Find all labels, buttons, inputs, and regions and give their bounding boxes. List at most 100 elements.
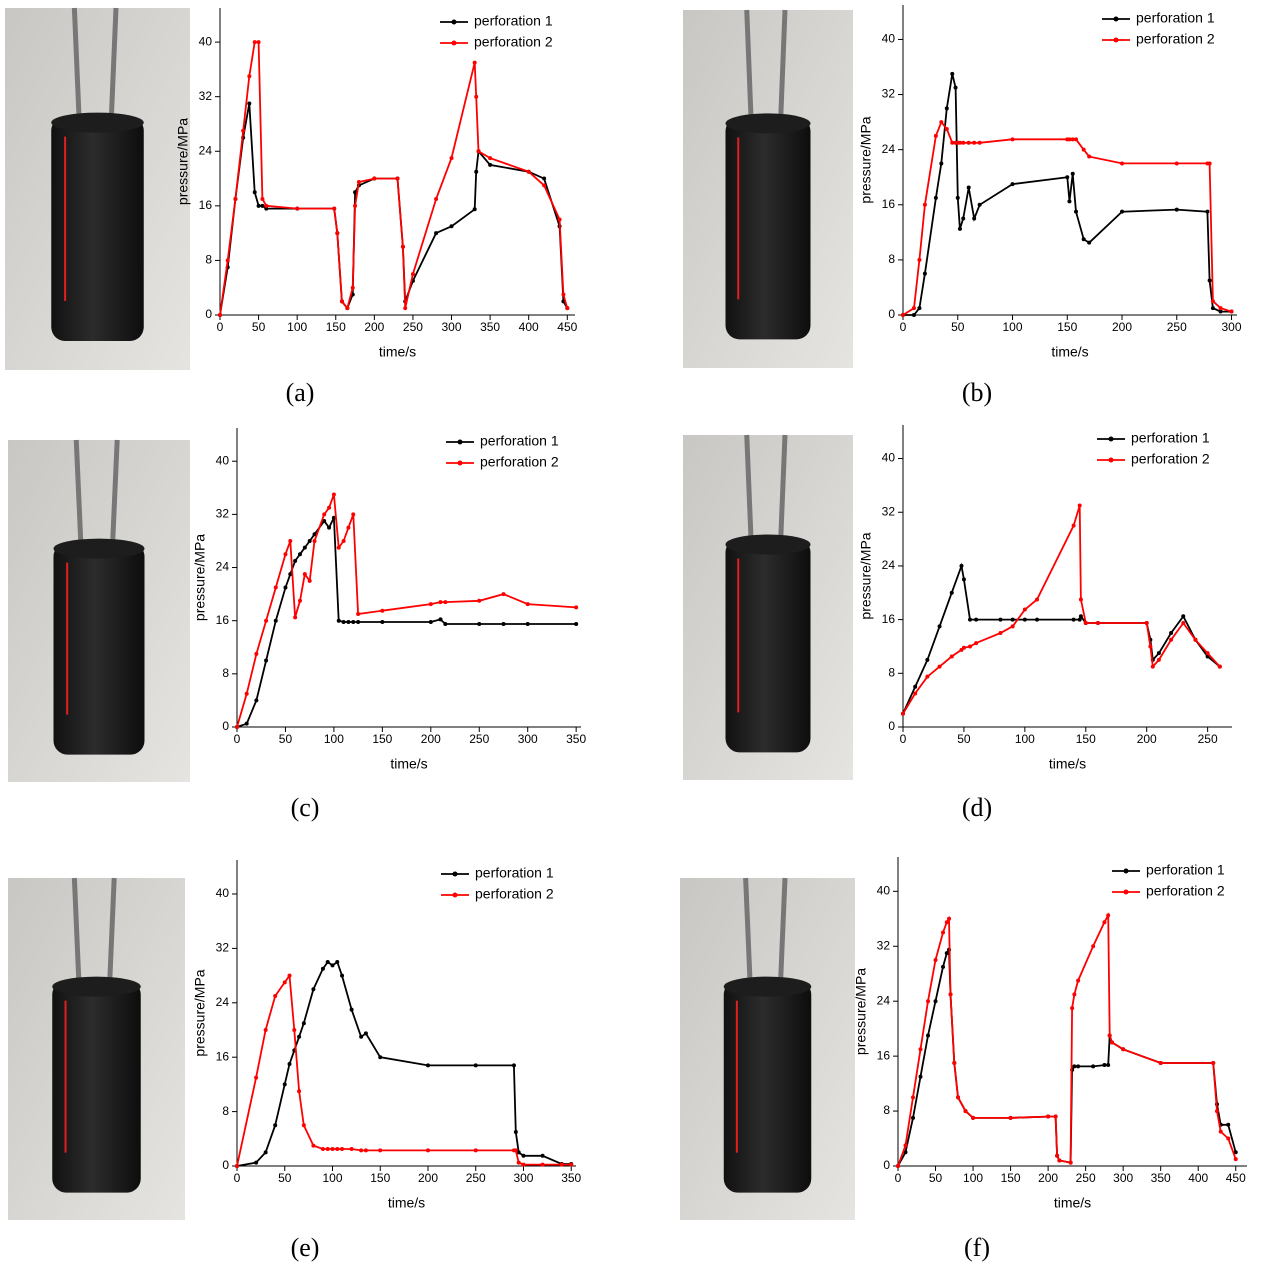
data-point — [380, 608, 385, 613]
photo-cylinder — [52, 980, 141, 1193]
data-point — [966, 140, 971, 145]
x-tick-label: 200 — [421, 732, 441, 746]
photo-rod — [108, 7, 119, 117]
data-point — [1068, 1160, 1073, 1165]
data-point — [1053, 1114, 1058, 1119]
data-point — [1070, 171, 1075, 176]
data-point — [1205, 651, 1210, 656]
data-point — [1169, 631, 1174, 636]
data-point — [542, 176, 547, 181]
data-point — [403, 306, 408, 311]
data-point — [1081, 147, 1086, 152]
y-axis-label: pressure/MPa — [192, 534, 208, 621]
data-point — [260, 197, 265, 202]
x-tick-label: 350 — [566, 732, 586, 746]
data-point — [1144, 620, 1149, 625]
data-point — [1169, 637, 1174, 642]
data-point — [477, 622, 482, 627]
data-point — [972, 140, 977, 145]
data-point — [952, 1061, 957, 1065]
data-line — [236, 494, 577, 728]
data-point — [1211, 1061, 1216, 1065]
legend-label: perforation 2 — [1136, 31, 1215, 47]
data-point — [1174, 161, 1179, 166]
data-point — [1067, 199, 1072, 204]
data-point — [1156, 657, 1161, 662]
y-tick-label: 8 — [888, 665, 895, 679]
data-point — [1070, 1006, 1075, 1011]
data-point — [1067, 137, 1072, 142]
y-tick-label: 40 — [199, 34, 213, 48]
data-point — [513, 1148, 518, 1153]
y-tick-label: 8 — [222, 1104, 229, 1118]
x-tick-label: 0 — [217, 320, 224, 334]
data-point — [428, 602, 433, 607]
x-tick-label: 400 — [519, 320, 539, 334]
data-point — [378, 1148, 383, 1153]
data-point — [961, 140, 966, 145]
data-point — [959, 563, 964, 568]
data-point — [244, 721, 249, 726]
x-tick-label: 150 — [1076, 732, 1096, 746]
x-tick-label: 150 — [370, 1171, 390, 1185]
data-point — [968, 617, 973, 622]
data-point — [911, 306, 916, 311]
y-tick-label: 0 — [222, 719, 229, 733]
data-point — [1010, 624, 1015, 629]
data-line — [236, 517, 577, 728]
data-point — [477, 598, 482, 603]
data-point — [1072, 1064, 1077, 1069]
data-point — [937, 664, 942, 669]
data-point — [363, 1148, 368, 1153]
data-point — [1181, 614, 1186, 619]
x-axis-label: time/s — [390, 756, 427, 772]
data-point — [903, 1150, 908, 1155]
data-point — [947, 916, 952, 921]
data-point — [247, 74, 252, 79]
x-tick-label: 50 — [252, 320, 266, 334]
data-point — [225, 258, 230, 263]
data-line — [236, 960, 572, 1167]
x-tick-label: 300 — [1222, 320, 1242, 334]
data-point — [1233, 1157, 1238, 1162]
data-point — [252, 40, 257, 45]
data-point — [526, 169, 531, 174]
data-point — [1065, 175, 1070, 180]
data-point — [525, 622, 530, 627]
x-axis-label: time/s — [1054, 1195, 1091, 1211]
data-point — [325, 960, 330, 964]
data-point — [301, 1021, 306, 1026]
data-point — [1035, 617, 1040, 622]
data-point — [218, 313, 222, 317]
photo-cylinder-top — [725, 113, 811, 134]
data-point — [1077, 617, 1082, 622]
x-tick-label: 100 — [963, 1171, 983, 1185]
data-point — [254, 651, 259, 656]
y-tick-label: 24 — [216, 560, 230, 574]
x-axis-label: time/s — [1049, 756, 1086, 772]
legend-label: perforation 2 — [1146, 883, 1225, 899]
data-point — [428, 620, 433, 625]
x-tick-label: 450 — [557, 320, 577, 334]
data-point — [335, 1147, 340, 1151]
data-point — [917, 257, 922, 262]
data-point — [1150, 664, 1155, 669]
data-point — [325, 1147, 330, 1151]
legend-label: perforation 2 — [475, 886, 554, 902]
data-point — [1109, 1040, 1114, 1045]
data-point — [901, 313, 905, 317]
photo-cylinder-top — [51, 112, 144, 133]
data-point — [971, 1115, 976, 1120]
data-point — [1077, 503, 1082, 508]
data-point — [443, 622, 448, 627]
data-point — [977, 140, 982, 145]
y-tick-label: 8 — [205, 253, 212, 267]
data-point — [356, 179, 361, 184]
y-tick-label: 24 — [877, 993, 891, 1007]
y-tick-label: 40 — [877, 884, 891, 898]
y-tick-label: 32 — [882, 504, 896, 518]
data-point — [911, 1095, 916, 1100]
data-point — [233, 197, 238, 202]
data-point — [913, 691, 918, 696]
